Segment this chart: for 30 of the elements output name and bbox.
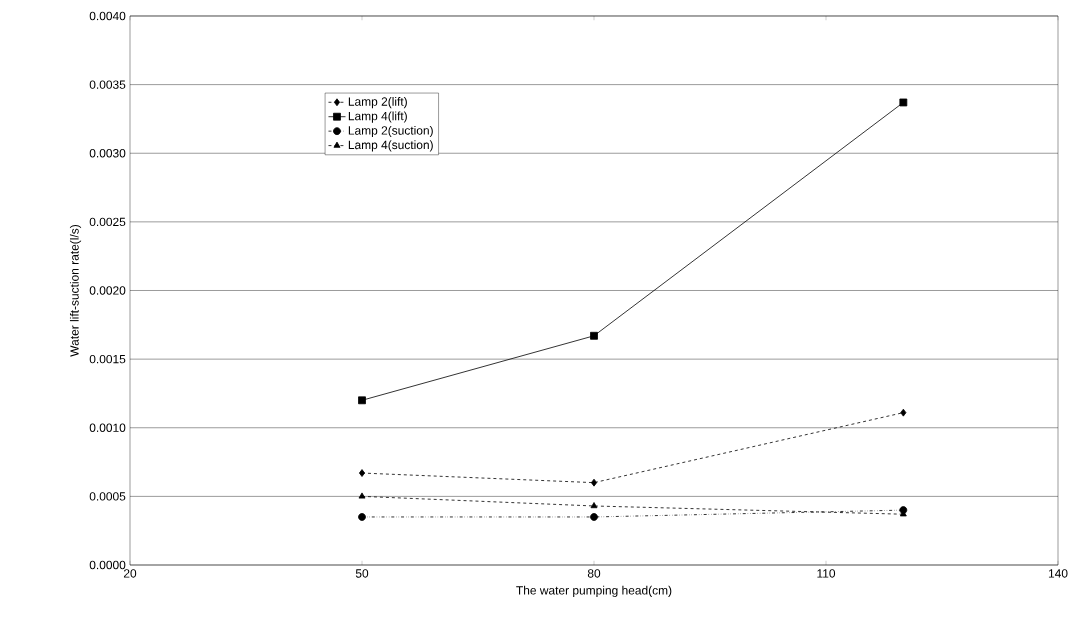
y-tick-label: 0.0020 bbox=[89, 286, 126, 295]
x-tick-label: 110 bbox=[817, 569, 836, 578]
y-tick-label: 0.0025 bbox=[89, 217, 126, 227]
y-axis-title: Water lift-suction rate(l/s) bbox=[69, 225, 82, 357]
y-tick-label: 0.0000 bbox=[89, 560, 126, 570]
point bbox=[358, 396, 366, 405]
y-tick-label: 0.0010 bbox=[89, 423, 126, 432]
y-tick-label: 0.0035 bbox=[89, 80, 126, 89]
point bbox=[590, 502, 598, 509]
legend-label: Lamp 4(suction) bbox=[348, 140, 433, 152]
point bbox=[358, 492, 366, 499]
legend-label: Lamp 2(lift) bbox=[348, 97, 407, 109]
x-tick-label: 140 bbox=[1048, 569, 1068, 578]
point bbox=[590, 331, 598, 340]
point bbox=[900, 408, 907, 417]
point bbox=[899, 98, 908, 107]
y-tick-label: 0.0040 bbox=[89, 11, 126, 21]
y-tick-label: 0.0030 bbox=[89, 149, 126, 158]
x-tick-label: 20 bbox=[123, 569, 137, 578]
x-tick-label: 50 bbox=[355, 569, 369, 578]
x-tick-label: 80 bbox=[587, 569, 601, 578]
point bbox=[358, 513, 366, 521]
point bbox=[358, 469, 366, 477]
legend-label: Lamp 4(lift) bbox=[348, 111, 407, 123]
point bbox=[590, 513, 598, 521]
y-tick-label: 0.0005 bbox=[89, 492, 126, 501]
y-tick-label: 0.0015 bbox=[89, 354, 126, 364]
point bbox=[590, 478, 598, 487]
legend-label: Lamp 2(suction) bbox=[348, 125, 433, 138]
x-axis-title: The water pumping head(cm) bbox=[516, 585, 672, 597]
